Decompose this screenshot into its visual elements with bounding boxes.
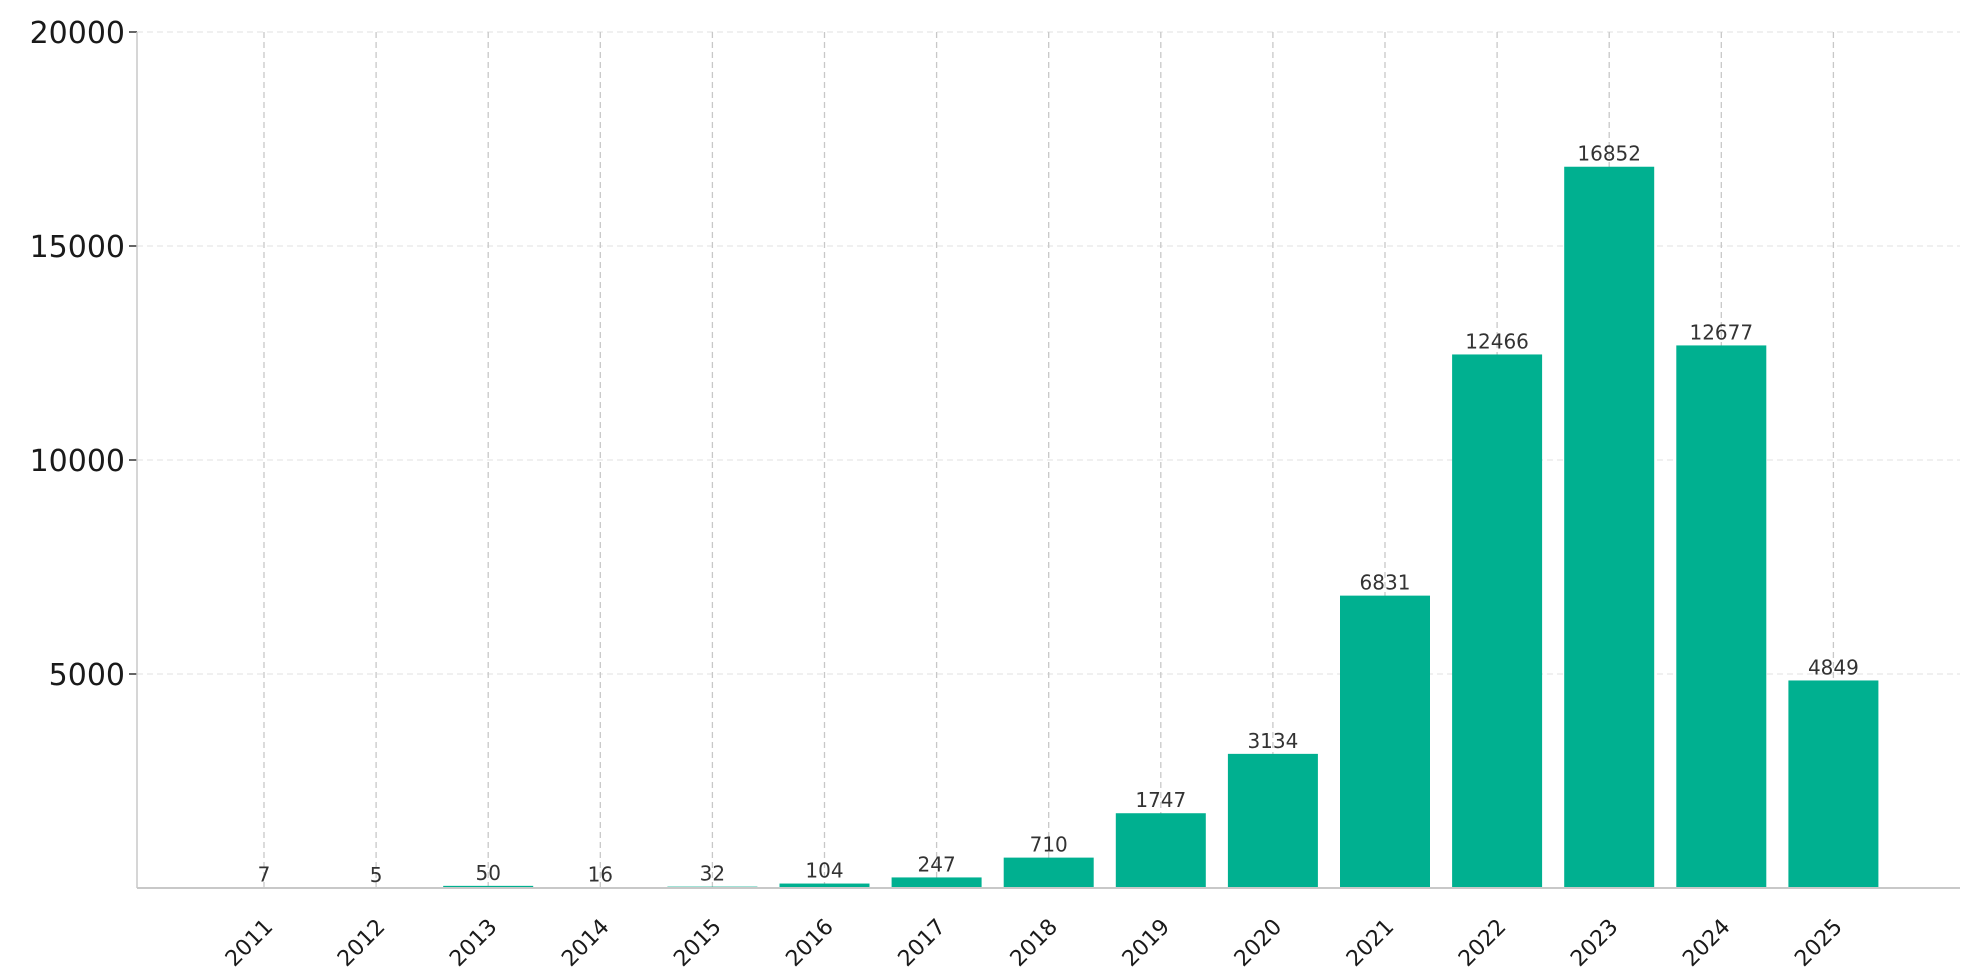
x-tick-label-2025: 2025 xyxy=(1790,915,1847,972)
axes-layer xyxy=(129,31,1960,889)
x-tick-label-2011: 2011 xyxy=(221,915,278,972)
x-tick-label-2014: 2014 xyxy=(557,915,614,972)
bar-2025 xyxy=(1788,680,1879,888)
bar-2020 xyxy=(1227,753,1318,888)
x-tick-label-2019: 2019 xyxy=(1118,915,1175,972)
bar-2019 xyxy=(1115,813,1206,888)
y-tick-label: 10000 xyxy=(30,444,125,479)
data-label-2022: 12466 xyxy=(1465,329,1529,353)
x-tick-label-2022: 2022 xyxy=(1454,915,1511,972)
data-label-2014: 16 xyxy=(588,862,613,886)
bars-layer xyxy=(219,166,1879,889)
data-label-2017: 247 xyxy=(918,852,956,876)
x-tick-label-2023: 2023 xyxy=(1566,915,1623,972)
y-tick-label: 5000 xyxy=(49,658,125,693)
x-tick-label-2024: 2024 xyxy=(1678,915,1735,972)
data-label-2025: 4849 xyxy=(1808,655,1859,679)
bar-2023 xyxy=(1564,166,1655,889)
data-label-2013: 50 xyxy=(475,861,500,885)
y-tick-label: 20000 xyxy=(30,16,125,51)
y-tick-label: 15000 xyxy=(30,230,125,265)
data-label-2016: 104 xyxy=(805,859,843,883)
data-label-2012: 5 xyxy=(370,863,383,887)
data-label-2023: 16852 xyxy=(1577,142,1641,166)
data-label-2019: 1747 xyxy=(1135,788,1186,812)
x-tick-label-2016: 2016 xyxy=(781,915,838,972)
bar-2017 xyxy=(891,877,982,888)
data-label-2020: 3134 xyxy=(1247,729,1298,753)
bar-2021 xyxy=(1340,595,1430,888)
data-label-2024: 12677 xyxy=(1689,320,1753,344)
x-tick-label-2021: 2021 xyxy=(1342,915,1399,972)
bar-2018 xyxy=(1003,857,1094,888)
x-tick-label-2020: 2020 xyxy=(1230,915,1287,972)
x-tick-label-2013: 2013 xyxy=(445,915,502,972)
x-tick-label-2018: 2018 xyxy=(1006,915,1063,972)
x-tick-label-2017: 2017 xyxy=(894,915,951,972)
data-label-2015: 32 xyxy=(700,862,725,886)
bar-2016 xyxy=(779,883,870,888)
x-tick-label-2012: 2012 xyxy=(333,915,390,972)
data-label-2021: 6831 xyxy=(1360,571,1411,595)
x-tick-label-2015: 2015 xyxy=(669,915,726,972)
data-label-2018: 710 xyxy=(1030,833,1068,857)
bar-2022 xyxy=(1452,354,1543,888)
data-label-2011: 7 xyxy=(258,863,271,887)
bar-2013 xyxy=(443,885,534,888)
bar-2024 xyxy=(1676,345,1767,888)
